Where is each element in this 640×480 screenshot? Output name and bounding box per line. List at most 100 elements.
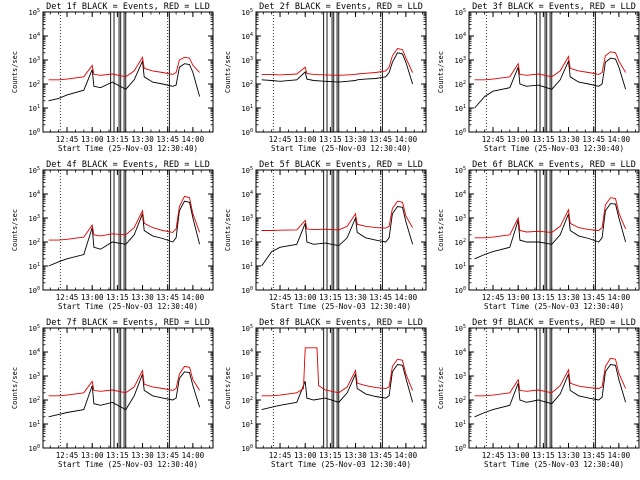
series-line-lld bbox=[474, 197, 627, 239]
x-tick-label: 14:00 bbox=[395, 451, 418, 460]
y-tick-label: 104 bbox=[455, 32, 466, 41]
chart-title: Det 4f BLACK = Events, RED = LLD bbox=[46, 160, 210, 170]
series-line-events bbox=[261, 206, 414, 267]
y-tick-label: 104 bbox=[29, 348, 40, 357]
plot-frame bbox=[468, 327, 640, 449]
y-tick-label: 102 bbox=[29, 238, 40, 247]
y-tick-label: 104 bbox=[29, 190, 40, 199]
x-tick-label: 14:00 bbox=[608, 451, 631, 460]
plot-frame bbox=[468, 169, 640, 291]
plot-frame bbox=[468, 11, 640, 133]
x-tick-label: 12:45 bbox=[482, 135, 505, 144]
y-tick-label: 103 bbox=[242, 372, 253, 381]
chart-panel-8: Det 8f BLACK = Events, RED = LLD 100 101 10… bbox=[224, 318, 427, 469]
y-axis-label: Counts/sec bbox=[11, 209, 19, 251]
y-tick-label: 103 bbox=[455, 56, 466, 65]
chart-panel-5: Det 5f BLACK = Events, RED = LLD 100 101 10… bbox=[224, 160, 427, 311]
plot-frame bbox=[42, 11, 214, 133]
y-tick-label: 101 bbox=[29, 262, 40, 271]
y-axis-label: Counts/sec bbox=[437, 367, 445, 409]
x-tick-label: 13:15 bbox=[532, 135, 555, 144]
y-tick-label: 101 bbox=[242, 420, 253, 429]
y-axis-label: Counts/sec bbox=[224, 51, 232, 93]
chart-panel-4: Det 4f BLACK = Events, RED = LLD 100 101 10… bbox=[11, 160, 214, 311]
x-tick-label: 14:00 bbox=[182, 451, 205, 460]
x-tick-label: 13:15 bbox=[319, 293, 342, 302]
y-tick-label: 104 bbox=[242, 32, 253, 41]
plot-frame bbox=[255, 169, 427, 291]
y-tick-label: 101 bbox=[29, 104, 40, 113]
x-tick-label: 13:00 bbox=[81, 135, 104, 144]
chart-panel-1: Det 1f BLACK = Events, RED = LLD 100 101 10… bbox=[11, 2, 214, 153]
x-tick-label: 13:45 bbox=[582, 135, 605, 144]
y-tick-label: 104 bbox=[242, 348, 253, 357]
x-tick-label: 13:00 bbox=[294, 451, 317, 460]
y-tick-label: 104 bbox=[29, 32, 40, 41]
y-tick-label: 101 bbox=[29, 420, 40, 429]
y-axis-label: Counts/sec bbox=[224, 367, 232, 409]
x-tick-label: 13:30 bbox=[557, 451, 580, 460]
x-tick-label: 14:00 bbox=[182, 135, 205, 144]
chart-title: Det 9f BLACK = Events, RED = LLD bbox=[472, 318, 636, 328]
plot-frame bbox=[42, 169, 214, 291]
x-tick-label: 14:00 bbox=[182, 293, 205, 302]
x-tick-label: 13:00 bbox=[507, 135, 530, 144]
x-tick-label: 13:00 bbox=[81, 451, 104, 460]
x-tick-label: 13:00 bbox=[294, 135, 317, 144]
series-line-events bbox=[48, 59, 201, 102]
series-line-events bbox=[261, 52, 414, 85]
y-axis-label: Counts/sec bbox=[11, 367, 19, 409]
y-axis-label: Counts/sec bbox=[437, 51, 445, 93]
chart-title: Det 2f BLACK = Events, RED = LLD bbox=[259, 2, 423, 12]
x-tick-label: 13:30 bbox=[131, 293, 154, 302]
series-line-lld bbox=[261, 347, 414, 397]
plot-frame bbox=[42, 327, 214, 449]
y-tick-label: 104 bbox=[242, 190, 253, 199]
series-line-lld bbox=[48, 365, 200, 397]
y-tick-label: 102 bbox=[29, 80, 40, 89]
y-tick-label: 100 bbox=[242, 444, 253, 453]
x-tick-label: 13:00 bbox=[507, 451, 530, 460]
y-tick-label: 104 bbox=[455, 348, 466, 357]
chart-title: Det 3f BLACK = Events, RED = LLD bbox=[472, 2, 636, 12]
plot-frame bbox=[255, 327, 427, 449]
x-tick-label: 13:45 bbox=[369, 293, 392, 302]
x-tick-label: 13:30 bbox=[344, 451, 367, 460]
y-tick-label: 102 bbox=[455, 396, 466, 405]
y-tick-label: 105 bbox=[29, 8, 40, 17]
y-tick-label: 102 bbox=[242, 80, 253, 89]
y-axis-label: Counts/sec bbox=[437, 209, 445, 251]
x-axis-label: Start Time (25-Nov-03 12:30:40) bbox=[58, 460, 198, 469]
x-tick-label: 13:45 bbox=[369, 135, 392, 144]
x-tick-label: 13:30 bbox=[131, 451, 154, 460]
x-tick-label: 13:45 bbox=[156, 293, 179, 302]
x-tick-label: 12:45 bbox=[482, 451, 505, 460]
x-tick-label: 13:30 bbox=[131, 135, 154, 144]
x-tick-label: 13:00 bbox=[81, 293, 104, 302]
chart-title: Det 7f BLACK = Events, RED = LLD bbox=[46, 318, 210, 328]
y-tick-label: 100 bbox=[29, 128, 40, 137]
x-axis-label: Start Time (25-Nov-03 12:30:40) bbox=[271, 302, 411, 311]
x-tick-label: 13:30 bbox=[344, 135, 367, 144]
y-tick-label: 101 bbox=[242, 262, 253, 271]
x-tick-label: 13:15 bbox=[532, 293, 555, 302]
x-tick-label: 12:45 bbox=[56, 451, 79, 460]
y-tick-label: 105 bbox=[455, 324, 466, 333]
y-tick-label: 103 bbox=[455, 214, 466, 223]
y-axis-label: Counts/sec bbox=[224, 209, 232, 251]
x-tick-label: 14:00 bbox=[395, 293, 418, 302]
chart-panel-6: Det 6f BLACK = Events, RED = LLD 100 101 10… bbox=[437, 160, 640, 311]
y-tick-label: 100 bbox=[29, 444, 40, 453]
y-tick-label: 100 bbox=[242, 128, 253, 137]
x-tick-label: 14:00 bbox=[608, 293, 631, 302]
y-tick-label: 100 bbox=[29, 286, 40, 295]
chart-panel-7: Det 7f BLACK = Events, RED = LLD 100 101 10… bbox=[11, 318, 214, 469]
x-axis-label: Start Time (25-Nov-03 12:30:40) bbox=[271, 144, 411, 153]
series-line-events bbox=[474, 203, 627, 260]
y-tick-label: 103 bbox=[29, 372, 40, 381]
y-tick-label: 102 bbox=[455, 238, 466, 247]
x-tick-label: 12:45 bbox=[56, 135, 79, 144]
y-tick-label: 100 bbox=[242, 286, 253, 295]
series-line-lld bbox=[48, 56, 200, 81]
